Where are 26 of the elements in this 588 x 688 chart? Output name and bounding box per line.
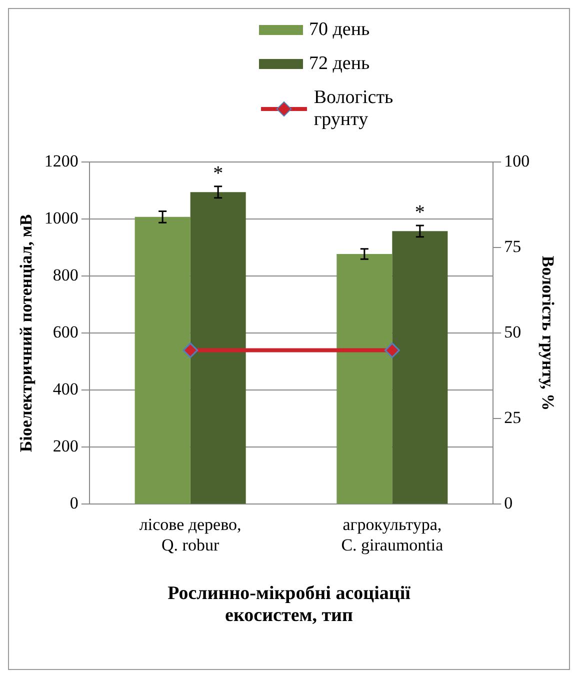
x-tick-label: лісове дерево, Q. robur (139, 514, 242, 554)
y2-tick-label: 50 (504, 322, 522, 342)
bar (134, 216, 190, 504)
y-tick-label: 400 (52, 380, 78, 399)
annotation: * (213, 162, 224, 185)
legend-label: 70 день (309, 19, 370, 41)
bar (190, 192, 246, 504)
bar (336, 254, 392, 504)
y-tick-label: 0 (70, 494, 78, 513)
y-axis-title: Біоелектричний потенціал, мВ (16, 214, 36, 452)
annotation: * (414, 202, 425, 224)
y2-axis-title: Вологість грунту, % (538, 256, 558, 411)
legend-label: 72 день (309, 53, 370, 75)
y2-tick-label: 75 (504, 237, 522, 256)
y-tick-label: 600 (52, 322, 78, 342)
y-tick-label: 800 (52, 266, 78, 285)
y2-tick-label: 25 (504, 408, 522, 428)
x-axis-title: Рослинно-мікробні асоціації екосистем, тип (166, 583, 412, 627)
y-tick-label: 1200 (44, 152, 78, 171)
y2-tick-label: 0 (504, 494, 513, 513)
y-tick-label: 1000 (44, 208, 78, 228)
y2-tick-label: 100 (504, 152, 530, 171)
legend-label: Вологість грунту (314, 87, 394, 131)
bar (392, 231, 448, 504)
x-tick-label: агрокультура, C. giraumontia (341, 514, 444, 554)
y-tick-label: 200 (52, 436, 78, 456)
